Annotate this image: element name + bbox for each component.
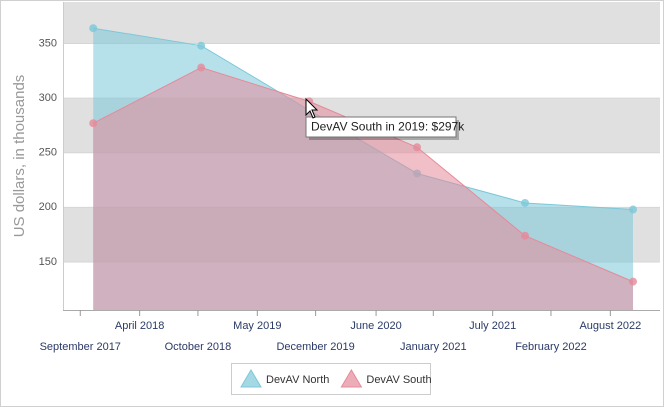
- area: [93, 67, 634, 310]
- point[interactable]: [89, 119, 98, 128]
- tooltip-box: [305, 116, 457, 138]
- point[interactable]: [413, 143, 422, 152]
- legend-marker: [240, 369, 262, 388]
- x-tick-label: September 2017: [40, 341, 121, 353]
- y-axis-title: US dollars, in thousands: [11, 75, 28, 238]
- legend-label[interactable]: DevAV North: [266, 374, 329, 386]
- x-tick-label: June 2020: [350, 320, 401, 332]
- legend-label[interactable]: DevAV South: [366, 374, 431, 386]
- y-tick-label: 150: [39, 256, 57, 268]
- x-tick-label: August 2022: [579, 320, 641, 332]
- point[interactable]: [521, 198, 530, 207]
- x-tick-label: January 2021: [400, 341, 467, 353]
- x-tick-label: July 2021: [469, 320, 516, 332]
- point[interactable]: [629, 205, 638, 214]
- legend-box: [231, 363, 431, 395]
- y-tick-label: 250: [39, 147, 57, 159]
- y-tick-label: 200: [39, 201, 57, 213]
- cursor: [305, 97, 319, 119]
- point[interactable]: [629, 277, 638, 286]
- x-tick-label: December 2019: [276, 341, 354, 353]
- point[interactable]: [521, 231, 530, 240]
- x-tick-label: October 2018: [165, 341, 232, 353]
- legend: DevAV North DevAV South: [231, 363, 432, 395]
- y-tick-label: 350: [39, 37, 57, 49]
- legend-marker: [340, 369, 363, 388]
- x-tick-label: February 2022: [515, 341, 587, 353]
- point[interactable]: [197, 41, 206, 50]
- x-tick-label: April 2018: [115, 320, 165, 332]
- point[interactable]: [197, 63, 206, 72]
- y-tick-label: 300: [39, 92, 57, 104]
- tooltip: DevAV South in 2019: $297k: [305, 116, 465, 140]
- x-tick-label: May 2019: [233, 320, 281, 332]
- point[interactable]: [89, 24, 98, 33]
- tooltip-text: DevAV South in 2019: $297k: [311, 120, 465, 134]
- interlace-band: [63, 2, 660, 44]
